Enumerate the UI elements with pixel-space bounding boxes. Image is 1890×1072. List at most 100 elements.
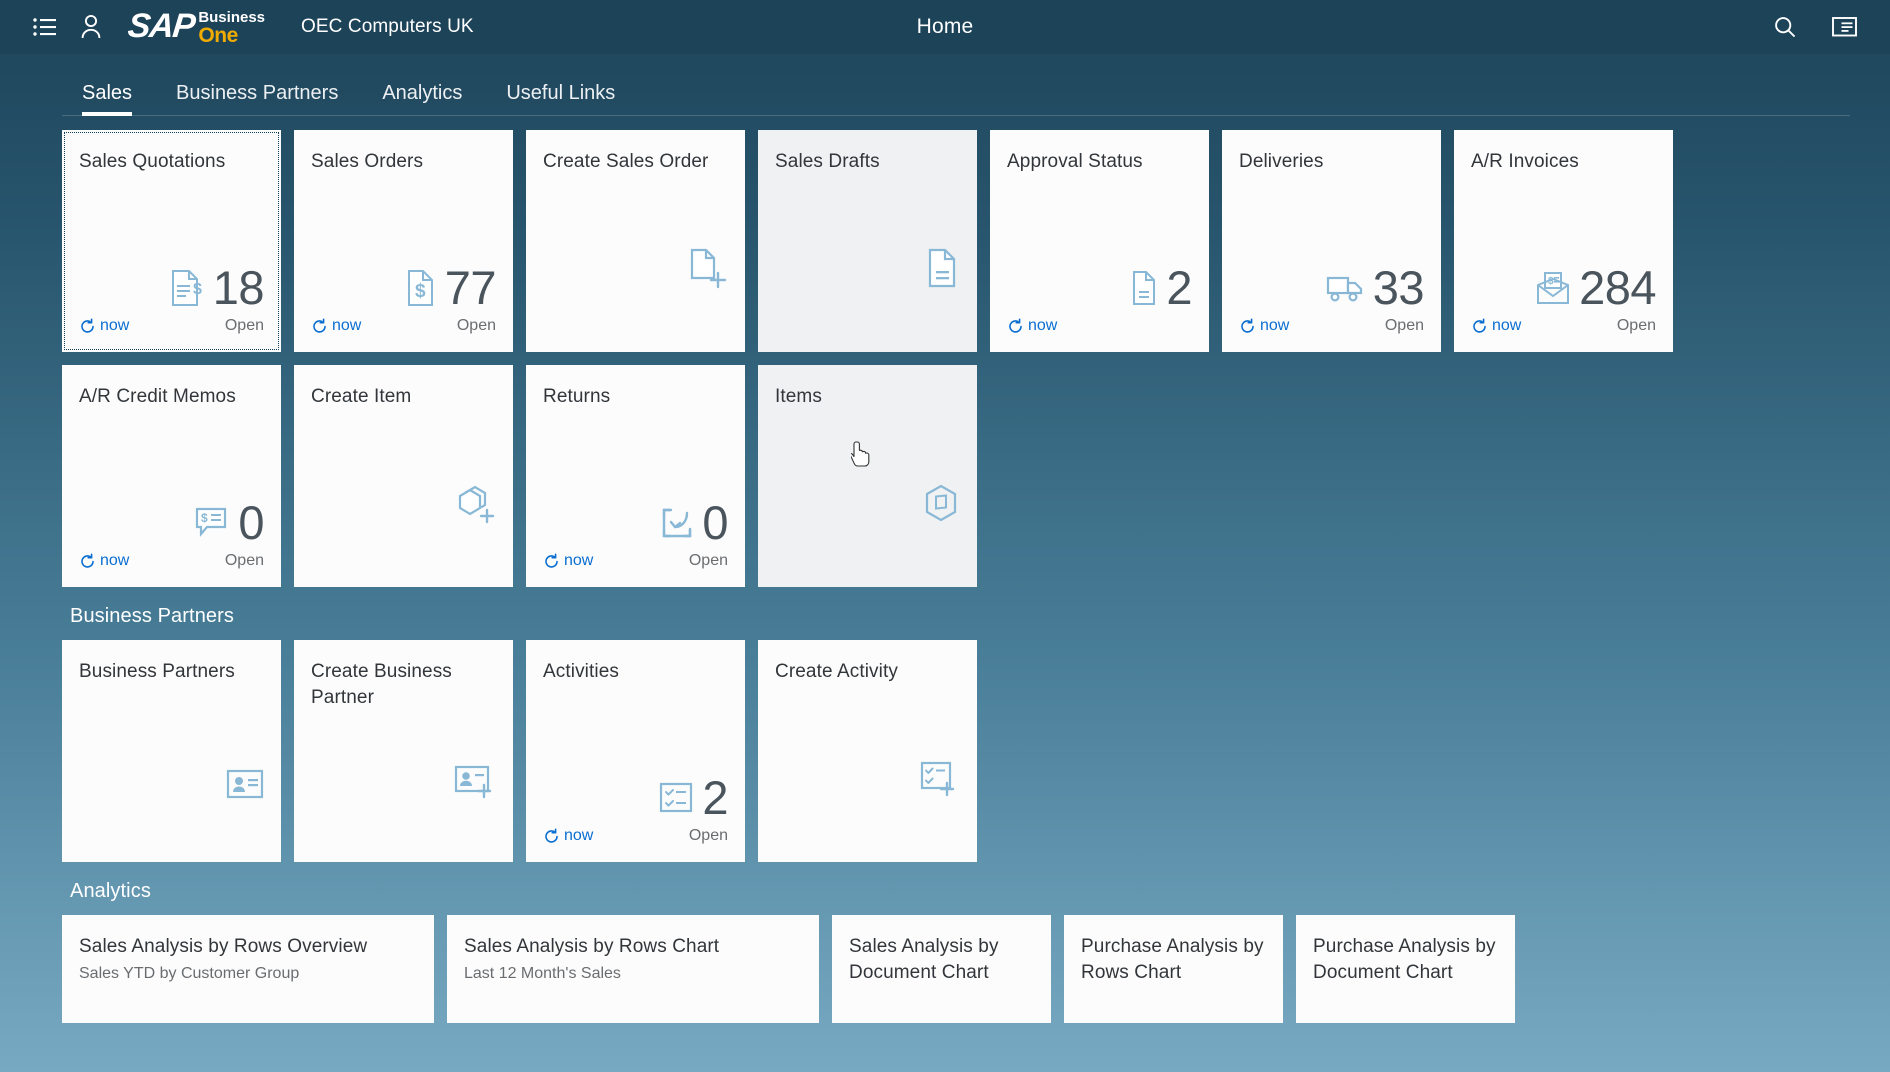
tile-create-activity[interactable]: Create Activity (758, 640, 977, 862)
tile-items[interactable]: Items (758, 365, 977, 587)
tab-analytics[interactable]: Analytics (382, 82, 462, 116)
tile-activities[interactable]: Activities 2 (526, 640, 745, 862)
refresh-indicator[interactable]: now (1239, 317, 1289, 335)
refresh-icon (545, 828, 558, 843)
notification-panel-icon[interactable] (1822, 4, 1868, 50)
refresh-label: now (1260, 317, 1290, 334)
tile-create-sales-order[interactable]: Create Sales Order (526, 130, 745, 352)
logo-business-text: Business (198, 8, 266, 26)
tile-sales-quotations[interactable]: Sales Quotations $ (62, 130, 281, 352)
contact-card-icon (226, 769, 264, 799)
tile-title: Returns (543, 386, 611, 407)
tile-footer: now Open (79, 548, 264, 574)
tile-footer (775, 823, 960, 849)
tile-footer: now Open (543, 823, 728, 849)
refresh-label: now (564, 552, 594, 569)
tile-title: Sales Analysis by Rows Chart (464, 936, 720, 957)
tile-kpi-value: 18 (212, 261, 265, 314)
user-icon[interactable] (68, 4, 114, 50)
refresh-icon (81, 553, 94, 568)
tile-status-label: Open (1616, 317, 1656, 334)
tile-business-partners[interactable]: Business Partners (62, 640, 281, 862)
refresh-label: now (100, 317, 130, 334)
shell-bar-right (1762, 4, 1868, 50)
tile-footer (775, 548, 960, 574)
refresh-icon (1473, 318, 1486, 333)
approval-document-icon (1131, 270, 1157, 306)
tile-kpi-value: 284 (1579, 261, 1656, 314)
tile-kpi-value: 33 (1372, 261, 1425, 314)
add-activity-icon (920, 761, 960, 799)
refresh-indicator[interactable]: now (79, 317, 129, 335)
tab-business-partners[interactable]: Business Partners (176, 82, 338, 116)
sales-quotation-icon: $ (170, 269, 204, 307)
tile-title: Purchase Analysis by Document Chart (1313, 936, 1496, 983)
tile-icon-area (775, 410, 960, 548)
refresh-icon (313, 318, 326, 333)
tile-approval-status[interactable]: Approval Status 2 (990, 130, 1209, 352)
tile-kpi-area: $ 77 (311, 175, 497, 313)
tile-footer: now Open (543, 548, 728, 574)
tile-purchase-analysis-by-document-chart[interactable]: Purchase Analysis by Document Chart (1296, 915, 1515, 1023)
refresh-indicator[interactable]: now (1471, 317, 1521, 335)
tile-returns[interactable]: Returns (526, 365, 745, 587)
sales-order-icon: $ (406, 269, 436, 307)
tile-kpi-area: $ 0 (79, 410, 264, 548)
tile-title: Approval Status (1007, 151, 1143, 172)
tile-sales-analysis-by-rows-chart[interactable]: Sales Analysis by Rows Chart Last 12 Mon… (447, 915, 819, 1023)
tile-purchase-analysis-by-rows-chart[interactable]: Purchase Analysis by Rows Chart (1064, 915, 1283, 1023)
tile-kpi-value: 2 (702, 771, 728, 824)
tile-kpi-area: 2 (1007, 175, 1192, 313)
tile-title: Activities (543, 661, 619, 682)
tile-row-analytics: Sales Analysis by Rows Overview Sales YT… (62, 915, 1890, 1023)
tile-kpi-value: 2 (1166, 261, 1192, 314)
tile-sales-drafts[interactable]: Sales Drafts (758, 130, 977, 352)
tile-kpi-area: $ 284 (1471, 175, 1656, 313)
tile-kpi-area: 2 (543, 685, 728, 823)
refresh-icon (545, 553, 558, 568)
tile-create-item[interactable]: Create Item (294, 365, 513, 587)
refresh-indicator[interactable]: now (1007, 317, 1057, 335)
tile-ar-invoices[interactable]: A/R Invoices $ (1454, 130, 1673, 352)
svg-text:$: $ (1548, 276, 1554, 287)
refresh-indicator[interactable]: now (79, 552, 129, 570)
refresh-indicator[interactable]: now (543, 552, 593, 570)
tile-sales-analysis-by-document-chart[interactable]: Sales Analysis by Document Chart (832, 915, 1051, 1023)
logo-one-text: One (198, 23, 238, 47)
tile-create-business-partner[interactable]: Create Business Partner (294, 640, 513, 862)
tile-footer (311, 548, 496, 574)
delivery-truck-icon (1326, 273, 1364, 303)
tile-row-sales: Sales Quotations $ (62, 130, 1890, 587)
refresh-icon (1241, 318, 1254, 333)
tile-title: Sales Drafts (775, 151, 880, 172)
tile-footer: now Open (311, 313, 496, 339)
search-icon[interactable] (1762, 4, 1808, 50)
refresh-indicator[interactable]: now (311, 317, 361, 335)
tile-title: Business Partners (79, 661, 235, 682)
invoice-envelope-icon: $ (1536, 271, 1570, 305)
tile-status-label: Open (688, 827, 728, 844)
tile-kpi-value: 0 (702, 496, 728, 549)
tile-sales-analysis-by-rows-overview[interactable]: Sales Analysis by Rows Overview Sales YT… (62, 915, 434, 1023)
tile-title: A/R Invoices (1471, 151, 1579, 172)
tile-title: Deliveries (1239, 151, 1324, 172)
tab-label: Useful Links (506, 82, 616, 104)
tile-title: Sales Analysis by Document Chart (849, 936, 999, 983)
tab-label: Analytics (382, 82, 463, 104)
tile-deliveries[interactable]: Deliveries 33 (1222, 130, 1441, 352)
refresh-icon (81, 318, 94, 333)
tile-icon-area (775, 685, 960, 823)
create-item-icon (454, 484, 496, 524)
tile-title: Create Sales Order (543, 151, 709, 172)
refresh-indicator[interactable]: now (543, 827, 593, 845)
tile-ar-credit-memos[interactable]: A/R Credit Memos $ 0 (62, 365, 281, 587)
tile-footer (79, 823, 264, 849)
refresh-icon (1009, 318, 1022, 333)
list-menu-icon[interactable] (22, 4, 68, 50)
shell-bar: SAP Business One OEC Computers UK Home (0, 0, 1890, 54)
tile-icon-area (79, 685, 264, 823)
tab-sales[interactable]: Sales (82, 82, 133, 116)
tab-useful-links[interactable]: Useful Links (506, 82, 615, 116)
svg-text:$: $ (415, 281, 426, 302)
tile-sales-orders[interactable]: Sales Orders $ 77 (294, 130, 513, 352)
